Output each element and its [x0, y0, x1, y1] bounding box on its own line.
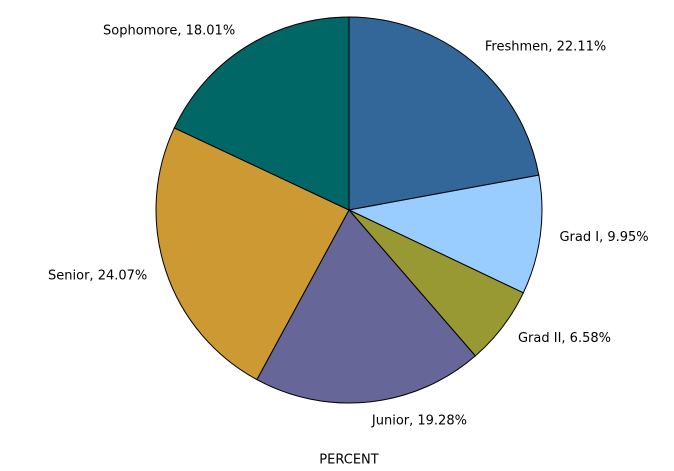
- slice-label: Sophomore, 18.01%: [103, 23, 235, 38]
- pie-slice: [348, 16, 540, 211]
- pie-slice: [173, 16, 350, 211]
- slice-label: Freshmen, 22.11%: [485, 39, 606, 54]
- chart-label: PERCENT: [319, 453, 378, 468]
- pie-slice: [155, 127, 350, 381]
- pie-slice: [256, 209, 477, 404]
- pie-slice: [347, 174, 543, 294]
- slice-label: Grad I, 9.95%: [559, 230, 648, 245]
- slice-label: Senior, 24.07%: [48, 269, 147, 284]
- slice-label: Junior, 19.28%: [371, 414, 467, 429]
- slice-label: Grad II, 6.58%: [518, 331, 611, 346]
